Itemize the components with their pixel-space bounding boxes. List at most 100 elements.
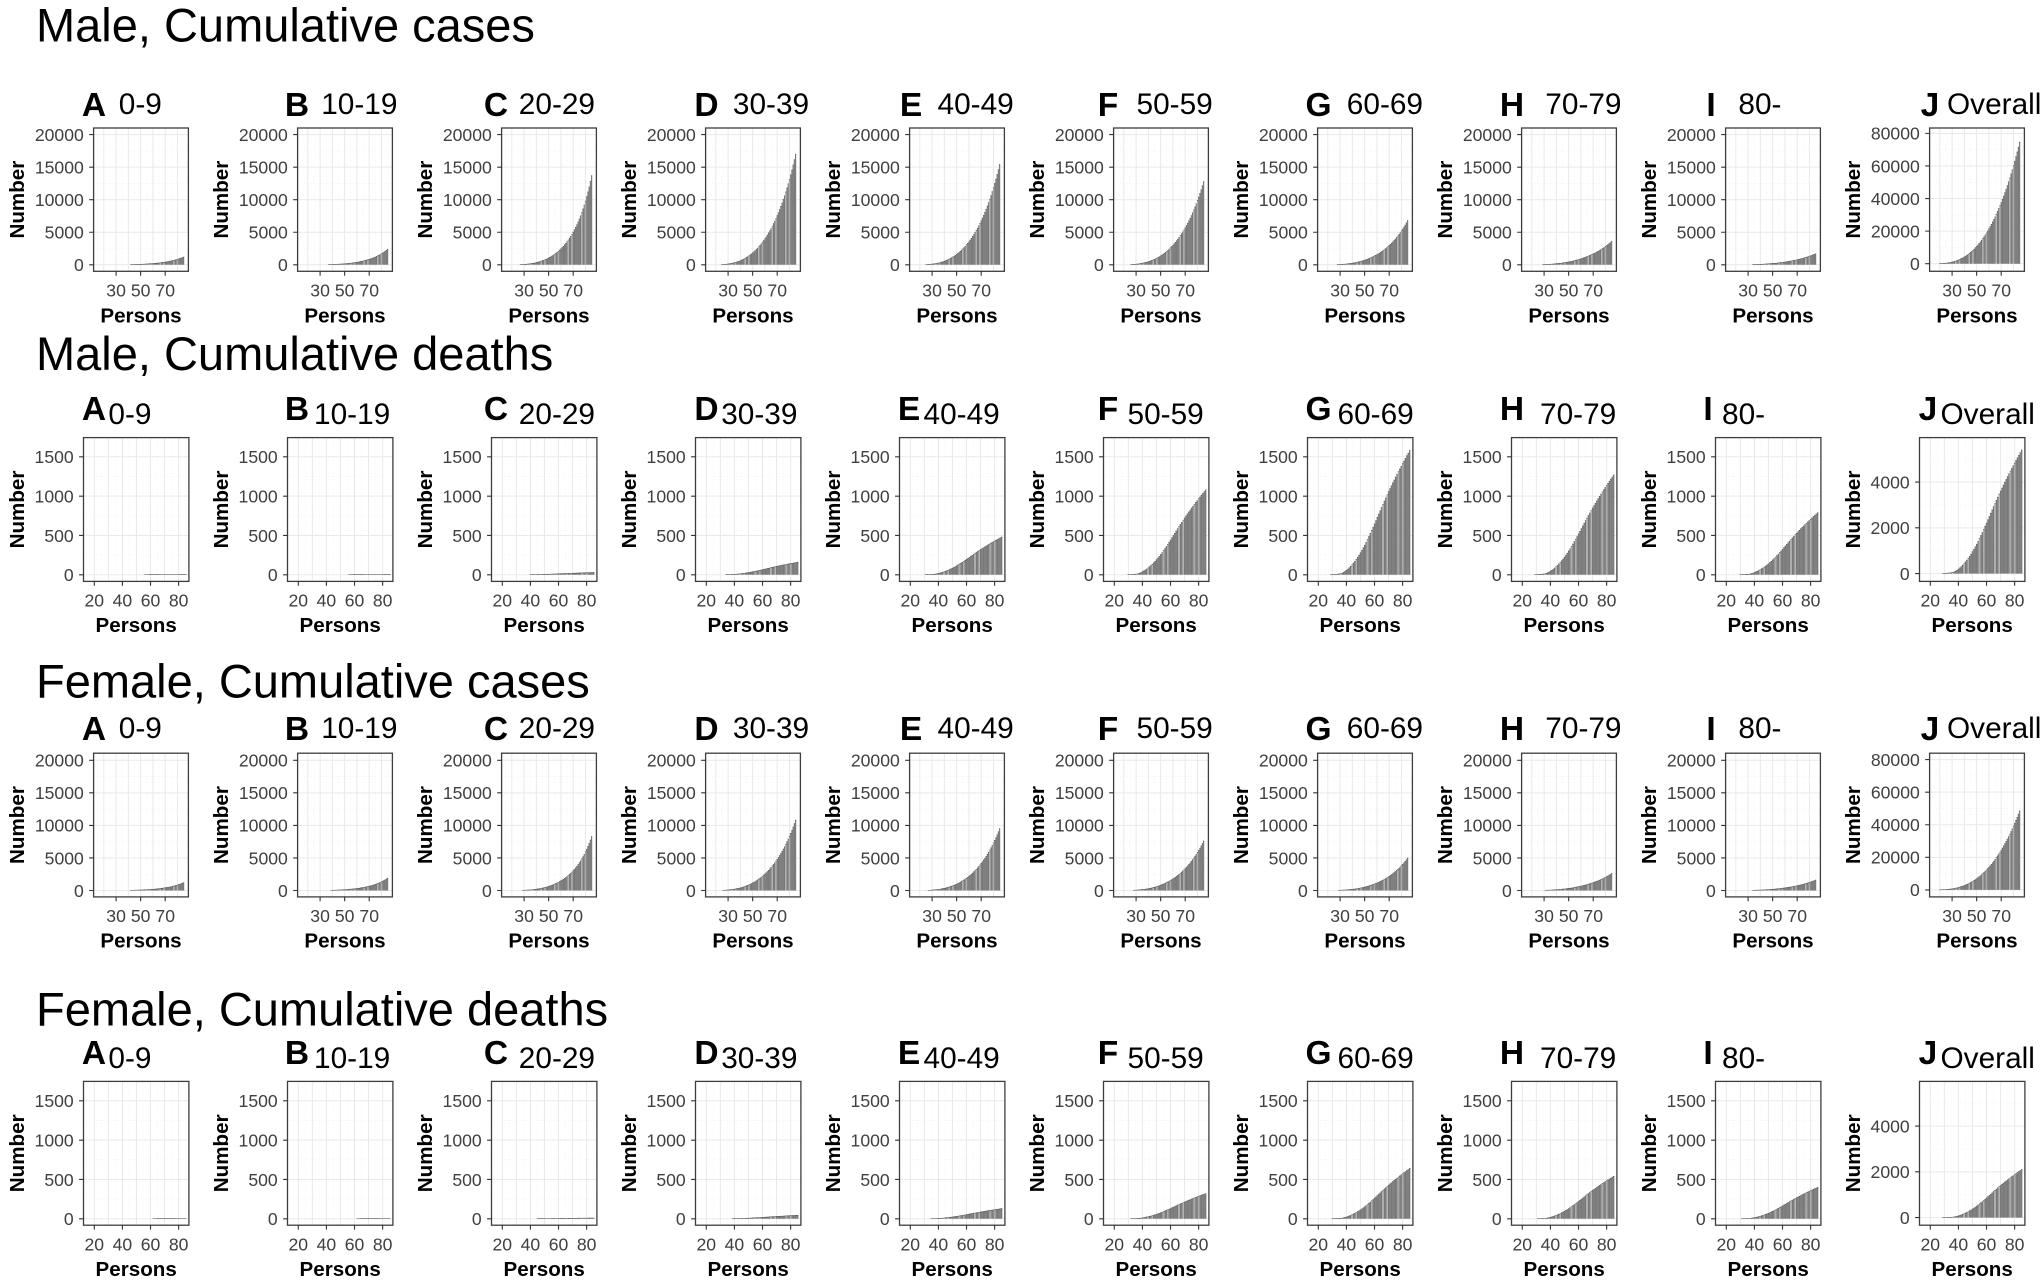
svg-text:0: 0 <box>268 1209 278 1229</box>
svg-text:5000: 5000 <box>861 848 900 868</box>
svg-text:F: F <box>1098 391 1118 428</box>
svg-text:1000: 1000 <box>443 1130 482 1150</box>
svg-text:Number: Number <box>1638 161 1661 239</box>
svg-text:1000: 1000 <box>647 486 686 506</box>
svg-text:50: 50 <box>1151 281 1171 301</box>
svg-text:20000: 20000 <box>1055 125 1104 145</box>
svg-text:50: 50 <box>947 906 967 926</box>
svg-text:C: C <box>484 391 508 428</box>
svg-text:Number: Number <box>618 786 641 864</box>
svg-text:40: 40 <box>317 1234 337 1254</box>
svg-text:H: H <box>1500 87 1524 124</box>
svg-text:70: 70 <box>767 281 787 301</box>
svg-text:70: 70 <box>155 281 175 301</box>
svg-text:D: D <box>694 391 718 428</box>
svg-text:70-79: 70-79 <box>1540 398 1616 431</box>
svg-text:0: 0 <box>890 881 900 901</box>
svg-text:30: 30 <box>1738 281 1758 301</box>
svg-text:Number: Number <box>1230 1114 1253 1192</box>
svg-text:1500: 1500 <box>1055 447 1094 467</box>
svg-text:Overall: Overall <box>1941 398 2035 431</box>
svg-text:10000: 10000 <box>1055 816 1104 836</box>
svg-text:Persons: Persons <box>1116 1258 1197 1281</box>
svg-text:50: 50 <box>131 281 151 301</box>
svg-text:70-79: 70-79 <box>1545 88 1621 121</box>
svg-text:50: 50 <box>335 906 355 926</box>
svg-text:30: 30 <box>1330 906 1350 926</box>
svg-text:80: 80 <box>985 1234 1005 1254</box>
svg-text:50-59: 50-59 <box>1137 712 1213 745</box>
svg-text:70: 70 <box>359 281 379 301</box>
svg-text:1500: 1500 <box>1667 1091 1706 1111</box>
svg-text:30: 30 <box>1534 906 1554 926</box>
svg-text:Persons: Persons <box>1728 1258 1809 1281</box>
svg-text:Persons: Persons <box>304 930 385 953</box>
svg-text:40000: 40000 <box>1871 189 1920 209</box>
svg-text:Persons: Persons <box>1524 1258 1605 1281</box>
svg-text:70-79: 70-79 <box>1540 1042 1616 1075</box>
svg-text:60: 60 <box>957 591 977 611</box>
svg-text:10000: 10000 <box>239 190 288 210</box>
svg-text:40-49: 40-49 <box>924 398 1000 431</box>
svg-text:20: 20 <box>1717 1234 1737 1254</box>
svg-text:1000: 1000 <box>443 486 482 506</box>
svg-text:10000: 10000 <box>1463 190 1512 210</box>
svg-text:Number: Number <box>1026 161 1049 239</box>
svg-text:60: 60 <box>1161 591 1181 611</box>
svg-text:1500: 1500 <box>647 1091 686 1111</box>
svg-text:0: 0 <box>880 1209 890 1229</box>
svg-text:Number: Number <box>1434 161 1457 239</box>
svg-text:Persons: Persons <box>96 614 177 637</box>
svg-text:60: 60 <box>549 591 569 611</box>
svg-text:500: 500 <box>1472 526 1502 546</box>
svg-text:40: 40 <box>1337 591 1357 611</box>
svg-text:30: 30 <box>514 906 534 926</box>
svg-text:2000: 2000 <box>1871 1162 1910 1182</box>
svg-text:10000: 10000 <box>443 190 492 210</box>
svg-text:20: 20 <box>1717 591 1737 611</box>
svg-text:50: 50 <box>1559 906 1579 926</box>
svg-text:0: 0 <box>1288 565 1298 585</box>
svg-text:500: 500 <box>44 1170 74 1190</box>
svg-text:0: 0 <box>1696 1209 1706 1229</box>
svg-text:D: D <box>694 87 718 124</box>
svg-text:G: G <box>1305 87 1331 124</box>
svg-text:10-19: 10-19 <box>321 88 397 121</box>
svg-text:30: 30 <box>718 906 738 926</box>
svg-text:30: 30 <box>1126 281 1146 301</box>
svg-text:F: F <box>1098 711 1118 748</box>
svg-text:20: 20 <box>697 591 717 611</box>
svg-text:80: 80 <box>577 1234 597 1254</box>
svg-text:Number: Number <box>1434 471 1457 549</box>
svg-text:70: 70 <box>971 281 991 301</box>
svg-text:80: 80 <box>169 591 189 611</box>
svg-text:50-59: 50-59 <box>1128 1042 1204 1075</box>
svg-text:60: 60 <box>957 1234 977 1254</box>
svg-text:500: 500 <box>1676 1170 1706 1190</box>
svg-text:10000: 10000 <box>851 190 900 210</box>
svg-text:Persons: Persons <box>96 1258 177 1281</box>
svg-text:1000: 1000 <box>647 1130 686 1150</box>
svg-text:J: J <box>1919 1035 1938 1072</box>
svg-text:Number: Number <box>1230 161 1253 239</box>
svg-text:1000: 1000 <box>1463 486 1502 506</box>
svg-text:20: 20 <box>85 1234 105 1254</box>
svg-text:20000: 20000 <box>35 751 84 771</box>
svg-text:60-69: 60-69 <box>1338 1042 1414 1075</box>
svg-text:1500: 1500 <box>1463 1091 1502 1111</box>
svg-text:80: 80 <box>169 1234 189 1254</box>
svg-text:10-19: 10-19 <box>314 1042 390 1075</box>
svg-text:0: 0 <box>472 565 482 585</box>
svg-text:10000: 10000 <box>1667 816 1716 836</box>
svg-text:40: 40 <box>1541 591 1561 611</box>
svg-text:70: 70 <box>1991 906 2011 926</box>
svg-text:20000: 20000 <box>1259 751 1308 771</box>
svg-text:500: 500 <box>860 526 890 546</box>
svg-text:F: F <box>1098 1035 1118 1072</box>
svg-text:500: 500 <box>248 526 278 546</box>
svg-text:0: 0 <box>64 1209 74 1229</box>
svg-text:50: 50 <box>539 906 559 926</box>
svg-text:20000: 20000 <box>1463 125 1512 145</box>
svg-text:50: 50 <box>1967 906 1987 926</box>
svg-text:20: 20 <box>1105 591 1125 611</box>
